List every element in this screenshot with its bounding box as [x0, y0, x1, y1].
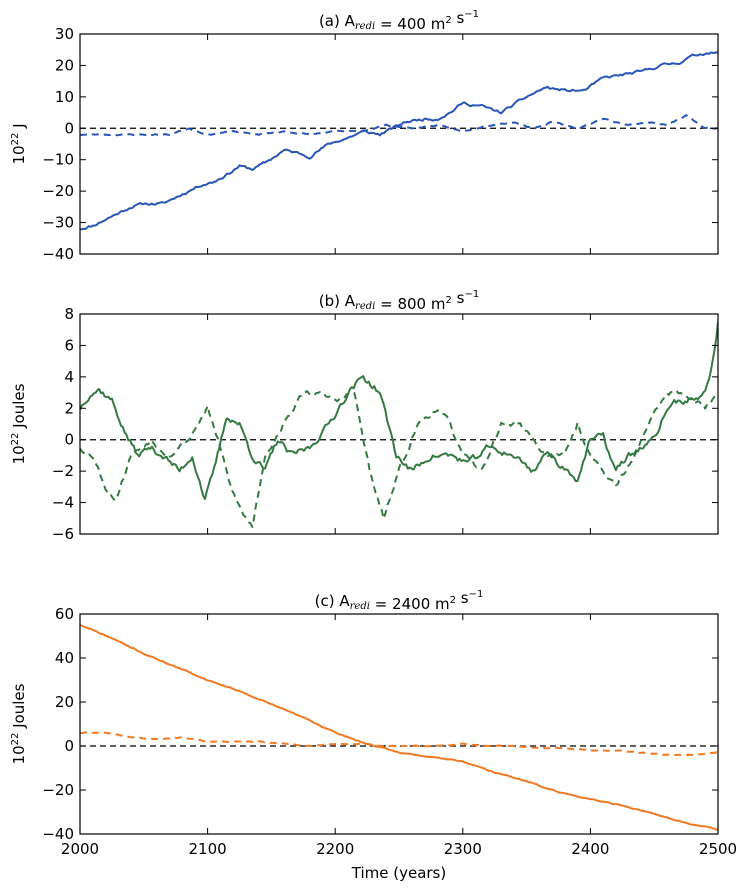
axes-frame	[79, 33, 719, 255]
series-line-solid	[80, 624, 718, 831]
y-tick-label: 6	[64, 336, 74, 354]
series-line-dashed	[80, 389, 718, 528]
y-tick-label: −40	[42, 825, 74, 843]
panel-title: (c) Aredi = 2400 m2 s−1	[315, 589, 484, 613]
axes-frame	[79, 613, 719, 835]
y-tick-label: 60	[55, 605, 74, 623]
y-tick-label: 4	[64, 368, 74, 386]
y-tick-label: 20	[55, 693, 74, 711]
x-tick-label: 2200	[316, 840, 354, 858]
y-tick-label: −30	[42, 214, 74, 232]
y-tick-label: −4	[52, 494, 74, 512]
series-line-solid	[80, 51, 718, 231]
panel-b: −6 −4 −2 0 2 4 6 8 (b) Aredi = 800 m2 s−1 1022 Jo…	[10, 289, 719, 543]
y-tick-label: 0	[64, 737, 74, 755]
y-tick-label: 8	[64, 305, 74, 323]
y-tick-label: 2	[64, 399, 74, 417]
panel-title: (a) Aredi = 400 m2 s−1	[319, 9, 479, 33]
y-tick-label: 40	[55, 649, 74, 667]
y-axis-label: 1022 J	[10, 123, 28, 164]
y-tick-label: 0	[64, 119, 74, 137]
y-tick-label: 20	[55, 56, 74, 74]
x-tick-label: 2300	[444, 840, 482, 858]
y-tick-label: −2	[52, 462, 74, 480]
y-tick-label: −10	[42, 151, 74, 169]
series-line-solid	[80, 321, 718, 500]
x-tick-label: 2500	[699, 840, 737, 858]
x-axis-label: Time (years)	[351, 864, 446, 882]
y-tick-label: 30	[55, 25, 74, 43]
y-tick-label: −20	[42, 182, 74, 200]
panel-a: −40 −30 −20 −10 0 10 20 30 (a) Aredi = 400 m2 s−…	[10, 9, 719, 263]
y-axis-label: 1022 Joules	[10, 683, 28, 764]
y-axis-label: 1022 Joules	[10, 383, 28, 464]
y-tick-label: −20	[42, 781, 74, 799]
panel-title: (b) Aredi = 800 m2 s−1	[319, 289, 479, 313]
y-tick-label: −40	[42, 245, 74, 263]
axes-frame	[79, 313, 719, 535]
y-tick-label: 10	[55, 88, 74, 106]
y-tick-label: 0	[64, 431, 74, 449]
x-tick-label: 2400	[571, 840, 609, 858]
series-line-dashed	[80, 114, 718, 137]
y-tick-label: −6	[52, 525, 74, 543]
x-tick-label: 2000	[61, 840, 99, 858]
panel-c: −40 −20 0 20 40 60 2000 2100 2200 2300 2400 2500 (c)…	[10, 589, 737, 882]
x-tick-label: 2100	[189, 840, 227, 858]
